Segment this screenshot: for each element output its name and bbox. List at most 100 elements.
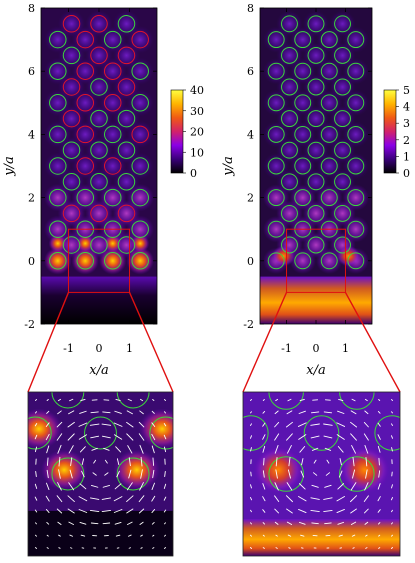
field-glow [57,10,86,38]
x-tick-label: 1 [126,342,133,355]
vector-arrow [337,521,345,525]
vector-arrow [336,508,345,514]
vector-arrow [34,509,38,513]
y-tick-label: -2 [243,318,254,331]
vector-arrow [35,522,37,525]
vector-arrow [116,458,120,466]
lattice-circle-green [307,110,325,128]
vector-arrow [67,433,75,441]
lattice-circle-green [294,252,312,270]
lattice-circle-green [117,173,136,191]
vector-arrow [262,422,266,427]
vector-arrow [298,508,307,514]
vector-arrow [57,482,62,491]
hotspot-upper [103,234,122,253]
vector-arrow [287,445,292,454]
vector-arrow [34,496,38,501]
vector-arrow [391,522,393,525]
vector-arrow [326,459,330,464]
inset-lattice-circle [303,415,340,451]
vector-arrow [128,457,131,467]
vector-arrow [301,458,304,466]
vector-arrow [262,496,266,502]
vector-arrow [365,456,368,467]
y-tick-label: 6 [28,65,35,78]
vector-arrow [81,470,85,478]
vector-arrow [288,457,291,467]
vector-arrow [152,534,155,537]
vector-arrow [274,482,279,491]
lattice-circle-green [281,110,298,128]
vector-arrow [298,434,307,440]
vector-arrow [81,458,85,466]
vector-arrow [113,496,123,502]
vector-arrow [250,423,252,426]
x-tick-label: -1 [63,342,74,355]
vector-arrow [364,521,369,525]
lattice-circle-green [90,141,108,159]
vector-arrow [126,410,133,415]
vector-arrow [113,422,123,427]
hotspot-lower [336,245,361,267]
vector-arrow [93,459,97,464]
inset-lattice-circle [268,456,304,492]
zoom-connector [242,292,288,393]
lattice-circle-green [307,141,325,159]
vector-arrow [274,508,279,514]
vector-arrow [351,398,356,402]
vector-arrow [262,509,266,513]
vector-arrow [46,445,50,454]
lattice-circle-green [334,15,351,33]
vector-arrow [352,469,356,479]
lattice-circle-red [76,62,95,80]
inset-lattice-circle [51,457,85,491]
inset-lattice-circle [116,457,150,491]
hotspot-lower [271,245,296,267]
vector-arrow [299,398,305,402]
lattice-circle-green [49,30,67,49]
vector-arrow [274,521,279,525]
vector-arrow [365,547,368,549]
vector-arrow [285,495,293,503]
zoom-connector [27,292,70,393]
vector-arrow [128,469,132,479]
vector-arrow [45,422,50,427]
lattice-circle-green [267,62,285,80]
vector-arrow [34,423,38,427]
lattice-circle-green [334,236,351,254]
vector-arrow [139,444,144,454]
vector-arrow [377,434,381,440]
vector-arrow [298,521,306,525]
vector-arrow [139,410,144,415]
vector-arrow [363,433,369,441]
inset-lattice-circle [339,456,375,492]
lattice-circle-green [49,220,67,238]
vector-arrow [90,522,99,525]
y-tick-label: 2 [28,192,35,205]
vector-arrow [364,398,368,402]
vector-arrow [151,508,156,514]
vector-arrow [275,534,278,537]
lattice-circle-green [281,204,298,222]
inset-dark-bottom [28,510,173,556]
vector-arrow [113,434,123,440]
lattice-circle-red [103,62,122,80]
vector-arrow [311,522,319,525]
vector-arrow [352,547,355,549]
vector-arrow [391,411,393,414]
vector-arrow [67,495,75,502]
lattice-circle-green [49,62,67,80]
field-glow [276,10,303,38]
vector-arrow [274,433,280,441]
vector-arrow [46,482,50,490]
vector-arrow [350,482,357,491]
vector-arrow [56,508,63,514]
vector-arrow [323,423,333,426]
vector-arrow [377,445,381,453]
vector-arrow [337,410,345,414]
vector-arrow [297,422,307,427]
right-inset [242,391,401,557]
vector-arrow [104,472,109,476]
vector-arrow [364,508,369,514]
zoom-box [67,228,131,293]
